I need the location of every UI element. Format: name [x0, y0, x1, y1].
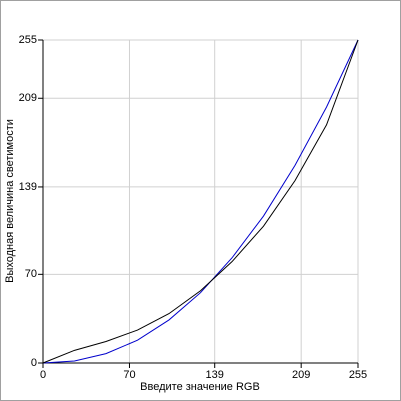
x-tick-label: 209 — [292, 369, 310, 381]
x-tick-label: 139 — [206, 369, 224, 381]
x-axis-label: Введите значение RGB — [140, 381, 260, 393]
x-tick-label: 70 — [123, 369, 135, 381]
y-tick-label: 255 — [19, 34, 37, 46]
x-tick-label: 0 — [40, 369, 46, 381]
curve — [42, 39, 359, 364]
x-tick-label: 255 — [349, 369, 367, 381]
y-tick-label: 0 — [31, 357, 37, 369]
y-tick-label: 70 — [25, 268, 37, 280]
curve — [42, 39, 359, 364]
y-tick-label: 209 — [19, 92, 37, 104]
y-tick-label: 139 — [19, 181, 37, 193]
y-axis-label: Выходная величина светимости — [4, 119, 16, 283]
